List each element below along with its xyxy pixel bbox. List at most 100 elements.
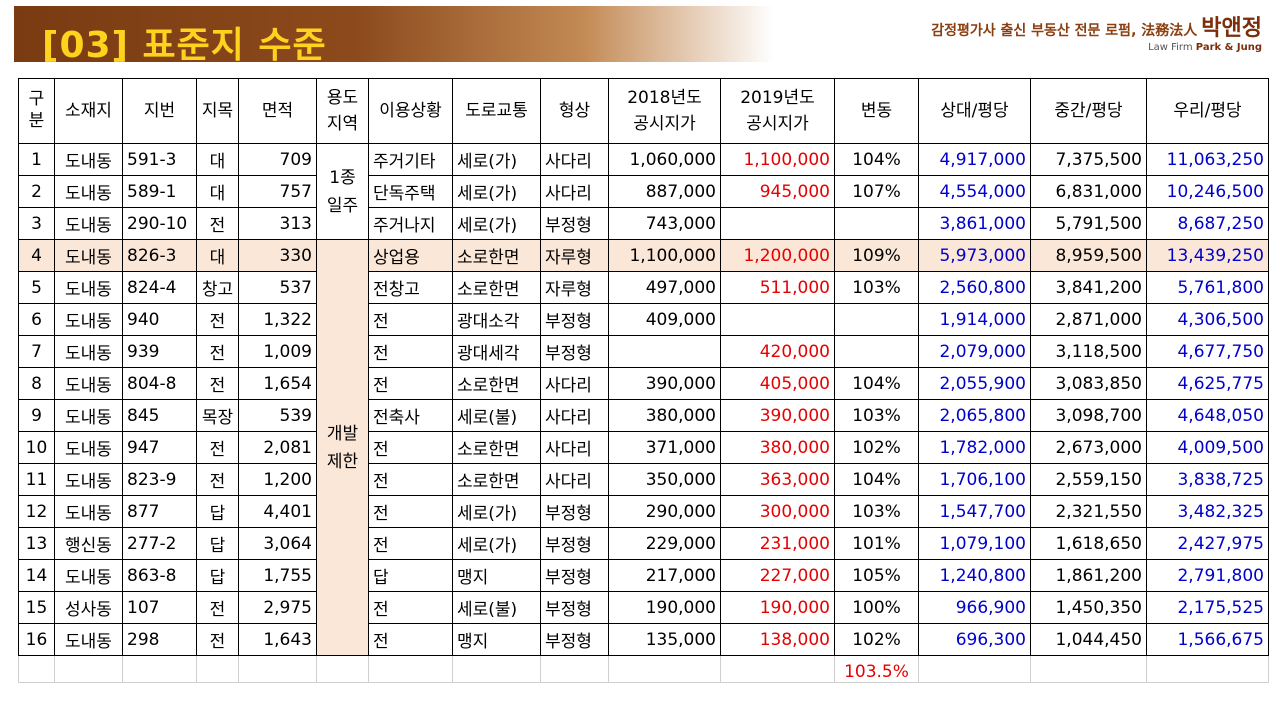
cell-price2018: 350,000 — [608, 463, 721, 496]
cell-shape: 자루형 — [540, 239, 609, 272]
cell-price2019 — [720, 303, 835, 336]
average-change: 103.5% — [834, 655, 919, 683]
empty-cell — [122, 655, 197, 683]
cell-lot: 939 — [122, 335, 197, 368]
cell-category: 전 — [196, 591, 239, 624]
cell-sangdae: 2,055,900 — [918, 367, 1031, 400]
cell-uri: 4,625,775 — [1146, 367, 1269, 400]
cell-change: 103% — [834, 271, 919, 304]
cell-category: 전 — [196, 463, 239, 496]
table-row: 9 도내동 845 목장 539 전축사 세로(불) 사다리 380,000 390,000 103… — [18, 399, 1269, 432]
table-row: 14 도내동 863-8 답 1,755 답 맹지 부정형 217,000 227,000 105%… — [18, 559, 1269, 592]
cell-no: 5 — [18, 271, 55, 304]
cell-shape: 부정형 — [540, 559, 609, 592]
cell-road: 소로한면 — [452, 431, 541, 464]
cell-road: 소로한면 — [452, 271, 541, 304]
cell-price2019: 1,200,000 — [720, 239, 835, 272]
table-row: 16 도내동 298 전 1,643 전 맹지 부정형 135,000 138,000 102% 69… — [18, 623, 1269, 656]
empty-cell — [540, 655, 609, 683]
cell-price2018: 1,060,000 — [608, 143, 721, 176]
cell-area: 3,064 — [238, 527, 317, 560]
col-header-category: 지목 — [196, 78, 239, 144]
cell-price2019: 1,100,000 — [720, 143, 835, 176]
cell-price2018: 497,000 — [608, 271, 721, 304]
cell-junggan: 2,559,150 — [1030, 463, 1147, 496]
cell-lot: 823-9 — [122, 463, 197, 496]
brand-logo: 감정평가사 출신 부동산 전문 로펌, 法務法人 박앤정 Law Firm Par… — [931, 10, 1262, 53]
cell-change — [834, 335, 919, 368]
col-header-price2019: 2019년도 공시지가 — [720, 78, 835, 144]
cell-price2019: 363,000 — [720, 463, 835, 496]
cell-price2018: 887,000 — [608, 175, 721, 208]
cell-uri: 4,677,750 — [1146, 335, 1269, 368]
brand-sub-prefix: Law Firm — [1148, 42, 1193, 53]
cell-uri: 5,761,800 — [1146, 271, 1269, 304]
table-row: 3 도내동 290-10 전 313 주거나지 세로(가) 부정형 743,000 3,861,0… — [18, 207, 1269, 240]
col-header-shape: 형상 — [540, 78, 609, 144]
cell-location: 도내동 — [54, 239, 123, 272]
cell-price2019: 511,000 — [720, 271, 835, 304]
cell-area: 330 — [238, 239, 317, 272]
cell-sangdae: 3,861,000 — [918, 207, 1031, 240]
table-row: 6 도내동 940 전 1,322 전 광대소각 부정형 409,000 1,914,000 2,8… — [18, 303, 1269, 336]
cell-use: 전 — [368, 591, 453, 624]
cell-no: 7 — [18, 335, 55, 368]
table-row: 15 성사동 107 전 2,975 전 세로(불) 부정형 190,000 190,000 100… — [18, 591, 1269, 624]
cell-lot: 804-8 — [122, 367, 197, 400]
cell-road: 맹지 — [452, 559, 541, 592]
cell-junggan: 1,861,200 — [1030, 559, 1147, 592]
page-title: [03] 표준지 수준 — [42, 25, 327, 66]
empty-cell — [238, 655, 317, 683]
empty-cell — [452, 655, 541, 683]
cell-road: 광대소각 — [452, 303, 541, 336]
cell-road: 소로한면 — [452, 463, 541, 496]
cell-change: 103% — [834, 495, 919, 528]
cell-location: 도내동 — [54, 207, 123, 240]
cell-category: 답 — [196, 559, 239, 592]
table-row: 13 행신동 277-2 답 3,064 전 세로(가) 부정형 229,000 231,000 1… — [18, 527, 1269, 560]
cell-location: 도내동 — [54, 623, 123, 656]
cell-uri: 13,439,250 — [1146, 239, 1269, 272]
table-row: 11 도내동 823-9 전 1,200 전 소로한면 사다리 350,000 363,000 10… — [18, 463, 1269, 496]
cell-location: 도내동 — [54, 335, 123, 368]
cell-uri: 10,246,500 — [1146, 175, 1269, 208]
cell-category: 전 — [196, 207, 239, 240]
table-row: 12 도내동 877 답 4,401 전 세로(가) 부정형 290,000 300,000 103… — [18, 495, 1269, 528]
cell-change: 102% — [834, 623, 919, 656]
cell-location: 도내동 — [54, 399, 123, 432]
cell-price2018: 190,000 — [608, 591, 721, 624]
cell-category: 창고 — [196, 271, 239, 304]
cell-use: 단독주택 — [368, 175, 453, 208]
cell-lot: 298 — [122, 623, 197, 656]
cell-area: 1,322 — [238, 303, 317, 336]
empty-cell — [316, 655, 369, 683]
cell-price2019: 227,000 — [720, 559, 835, 592]
cell-category: 전 — [196, 367, 239, 400]
cell-road: 소로한면 — [452, 367, 541, 400]
cell-category: 대 — [196, 143, 239, 176]
cell-use: 전창고 — [368, 271, 453, 304]
cell-junggan: 1,450,350 — [1030, 591, 1147, 624]
cell-lot: 290-10 — [122, 207, 197, 240]
cell-price2018: 743,000 — [608, 207, 721, 240]
cell-lot: 845 — [122, 399, 197, 432]
cell-junggan: 5,791,500 — [1030, 207, 1147, 240]
cell-price2019: 405,000 — [720, 367, 835, 400]
cell-shape: 부정형 — [540, 495, 609, 528]
cell-lot: 589-1 — [122, 175, 197, 208]
empty-cell — [54, 655, 123, 683]
table-row: 8 도내동 804-8 전 1,654 전 소로한면 사다리 390,000 405,000 104… — [18, 367, 1269, 400]
empty-cell — [18, 655, 55, 683]
cell-area: 1,755 — [238, 559, 317, 592]
cell-location: 도내동 — [54, 303, 123, 336]
cell-road: 세로(가) — [452, 495, 541, 528]
empty-cell — [368, 655, 453, 683]
empty-cell — [608, 655, 721, 683]
zone-cell-2: 개발제한 — [316, 239, 369, 656]
cell-area: 1,643 — [238, 623, 317, 656]
cell-area: 537 — [238, 271, 317, 304]
cell-sangdae: 4,917,000 — [918, 143, 1031, 176]
cell-shape: 부정형 — [540, 303, 609, 336]
cell-road: 세로(불) — [452, 399, 541, 432]
col-header-lot: 지번 — [122, 78, 197, 144]
